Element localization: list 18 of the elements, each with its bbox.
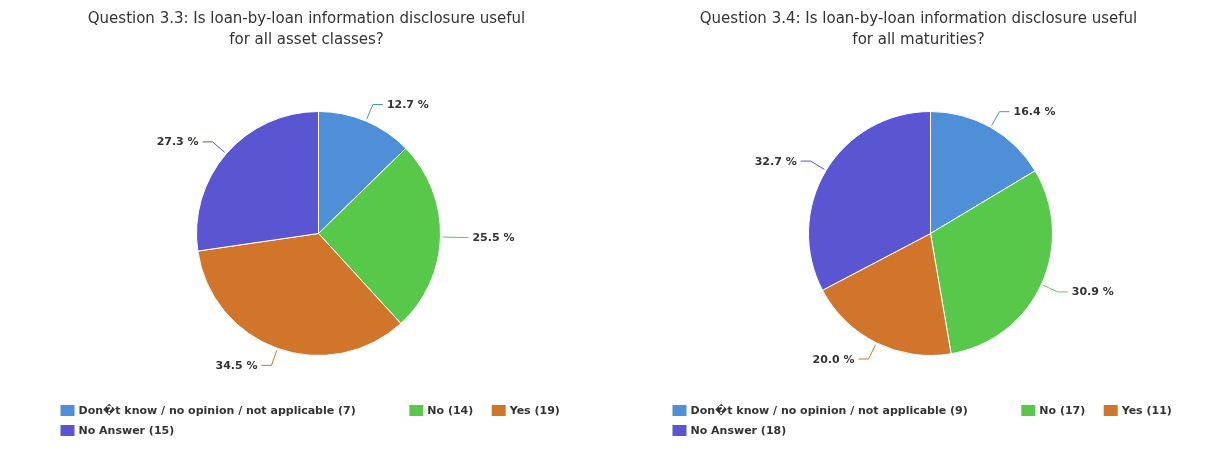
legend-label: No (14) (427, 404, 474, 417)
data-label: 30.9 % (1071, 285, 1114, 299)
legend-label: Don�t know / no opinion / not applicable (9) (690, 403, 968, 417)
legend-label: No (17) (1039, 404, 1086, 417)
data-label: 25.5 % (472, 230, 515, 244)
data-label: 20.0 % (812, 352, 855, 366)
data-label: 16.4 % (1013, 105, 1056, 119)
chart-title: Question 3.3: Is loan-by-loan information disclosure useful for all asset classes? (87, 8, 526, 49)
data-label: 34.5 % (215, 358, 258, 372)
legend-label: Yes (19) (508, 404, 560, 417)
data-label: 32.7 % (754, 154, 797, 168)
legend-label: No Answer (18) (690, 424, 787, 437)
legend-label: Yes (11) (1120, 404, 1172, 417)
data-label: 12.7 % (386, 98, 429, 111)
legend-label: No Answer (15) (78, 424, 175, 437)
chart-title: Question 3.4: Is loan-by-loan information disclosure useful for all maturities? (699, 8, 1138, 49)
legend-label: Don�t know / no opinion / not applicable (7) (78, 403, 356, 417)
data-label: 27.3 % (156, 135, 199, 149)
